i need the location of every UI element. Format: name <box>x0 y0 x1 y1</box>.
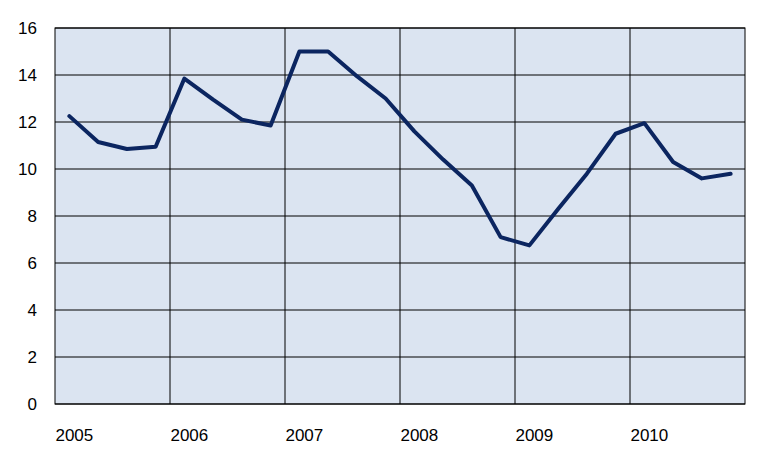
x-tick-label: 2005 <box>55 426 93 445</box>
y-tick-label: 0 <box>28 395 37 414</box>
y-tick-label: 8 <box>28 207 37 226</box>
y-tick-label: 10 <box>18 160 37 179</box>
x-grid-line <box>400 28 401 404</box>
x-tick-label: 2007 <box>285 426 323 445</box>
y-tick-label: 14 <box>18 66 37 85</box>
y-tick-label: 2 <box>28 348 37 367</box>
chart-container: 0 2 4 6 8 10 12 14 16 2005 2006 2007 2008 2009 2010 <box>0 0 765 455</box>
plot-background <box>55 28 745 404</box>
y-tick-label: 4 <box>28 301 37 320</box>
x-tick-label: 2008 <box>400 426 438 445</box>
x-grid-line <box>170 28 171 404</box>
y-tick-label: 16 <box>18 19 37 38</box>
plot-frame <box>55 28 745 404</box>
y-tick-label: 6 <box>28 254 37 273</box>
y-tick-label: 12 <box>18 113 37 132</box>
x-tick-label: 2009 <box>515 426 553 445</box>
x-grid-line <box>515 28 516 404</box>
chart-svg: 0 2 4 6 8 10 12 14 16 2005 2006 2007 2008 2009 2010 <box>0 0 765 455</box>
series-line <box>69 52 730 246</box>
series-group <box>69 52 730 246</box>
x-tick-label: 2006 <box>170 426 208 445</box>
x-tick-label: 2010 <box>630 426 668 445</box>
x-grid-line <box>630 28 631 404</box>
